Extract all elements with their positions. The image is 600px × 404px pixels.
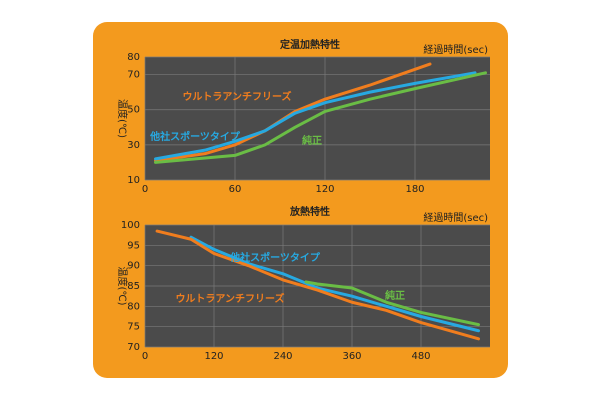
x-tick-label: 360: [342, 351, 361, 362]
y-tick-label: 10: [127, 175, 140, 186]
x-tick-label: 240: [273, 351, 292, 362]
y-tick-label: 100: [121, 220, 140, 231]
y-tick-label: 85: [127, 281, 140, 292]
x-tick-label: 60: [229, 184, 242, 195]
series-label: ウルトラアンチフリーズ: [175, 292, 284, 305]
y-tick-label: 70: [127, 342, 140, 353]
series-label: 純正: [302, 134, 322, 147]
y-axis-label: 温度(℃): [116, 266, 129, 305]
series-label: 他社スポーツタイプ: [149, 130, 241, 143]
y-tick-label: 90: [127, 261, 140, 272]
y-tick-label: 70: [127, 70, 140, 81]
y-tick-label: 80: [127, 52, 140, 63]
x-axis-label: 経過時間(sec): [423, 211, 488, 224]
x-tick-label: 120: [204, 351, 223, 362]
x-tick-label: 180: [405, 184, 424, 195]
series-line: [154, 71, 487, 164]
series-label: 他社スポーツタイプ: [229, 251, 321, 264]
y-tick-label: 75: [127, 322, 140, 333]
x-tick-label: 120: [315, 184, 334, 195]
y-tick-label: 95: [127, 240, 140, 251]
plot-area: [145, 57, 490, 180]
series-line: [155, 229, 480, 341]
series-label: 純正: [385, 289, 405, 302]
x-axis-label: 経過時間(sec): [423, 43, 488, 56]
y-tick-label: 50: [127, 105, 140, 116]
series-label: ウルトラアンチフリーズ: [182, 90, 291, 103]
y-tick-label: 80: [127, 301, 140, 312]
y-tick-label: 30: [127, 140, 140, 151]
chart-title: 放熱特性: [289, 205, 330, 218]
y-axis-label: 温度(℃): [116, 99, 129, 138]
series-line: [304, 280, 480, 327]
series-line: [154, 71, 477, 161]
x-tick-label: 480: [411, 351, 430, 362]
series-line: [189, 235, 480, 333]
x-tick-label: 0: [142, 351, 148, 362]
chart-title: 定温加熱特性: [280, 38, 340, 51]
x-tick-label: 0: [142, 184, 148, 195]
